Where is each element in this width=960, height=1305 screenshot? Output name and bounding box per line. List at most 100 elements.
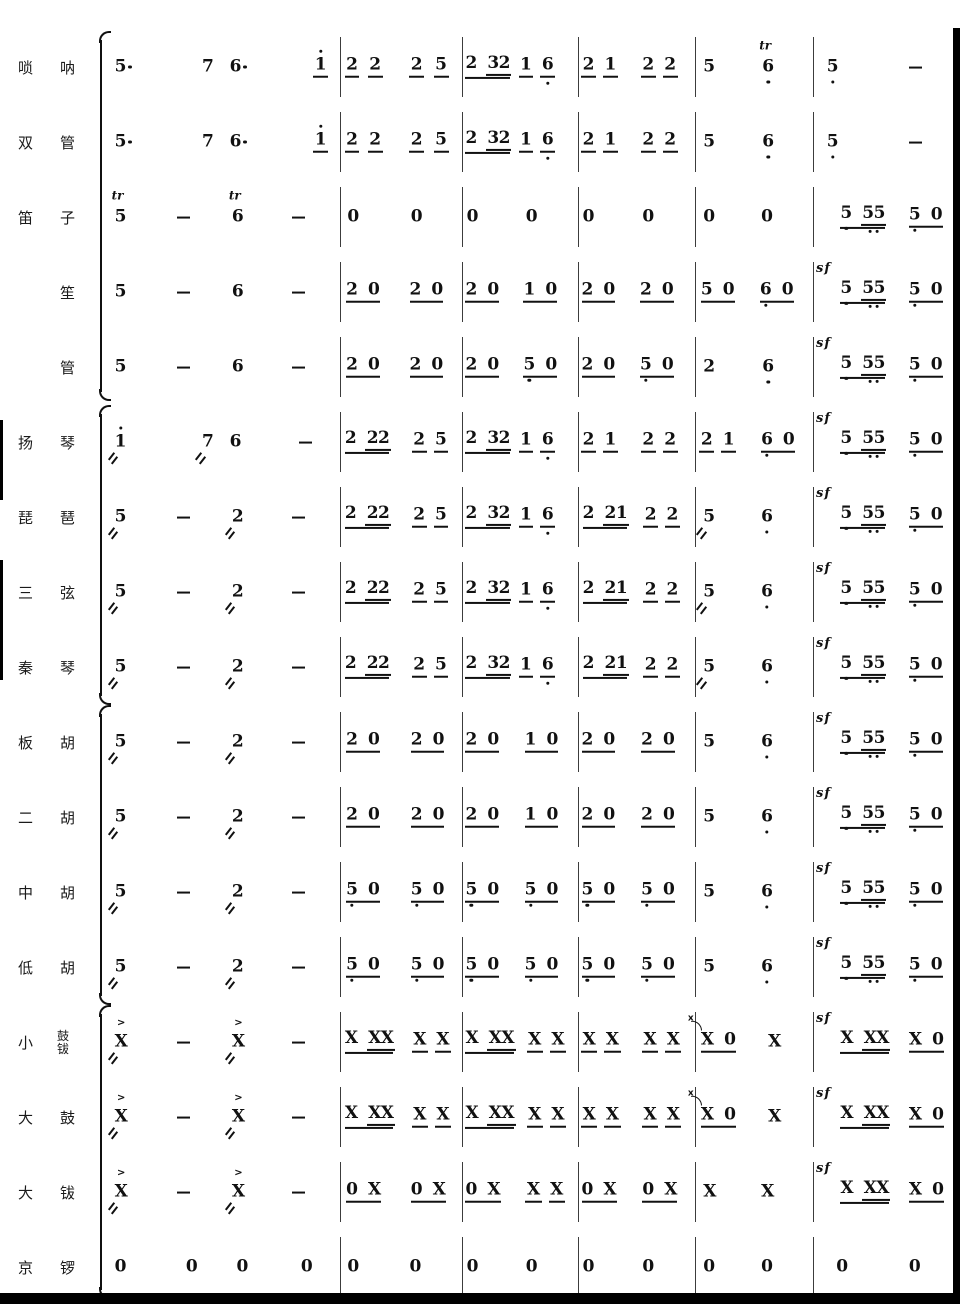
note: 5: [909, 355, 921, 382]
note: 5: [346, 880, 358, 907]
note: 55: [860, 953, 887, 984]
beam-line: [367, 150, 383, 153]
note: 55: [860, 728, 887, 759]
note-digit: 6: [541, 54, 554, 75]
note-digit: 5: [840, 277, 853, 298]
note: 1: [518, 130, 534, 153]
note-digit: 0: [367, 804, 380, 825]
beat-notes: [176, 207, 190, 226]
beat-notes: [908, 57, 922, 76]
sforzando-mark: sf: [816, 1011, 831, 1026]
measure-strip: 5 2 2 0 2 0 2 0 1 0 2 0 2 0 5 6 sf 5 55 5 0: [107, 705, 950, 780]
duration-dash: [176, 291, 190, 294]
beat-group: 2 21: [582, 652, 629, 680]
note-digit: 5: [114, 731, 127, 752]
beam-line: [641, 750, 675, 753]
beam-line: [524, 750, 559, 753]
note-digit: X: [465, 1102, 479, 1123]
note: 0: [467, 1257, 479, 1276]
beat-group: X XX: [344, 1028, 395, 1055]
beat-notes: 0: [703, 207, 715, 226]
beat-notes: tr 6: [229, 189, 244, 227]
beat-group: > X: [107, 1018, 128, 1064]
instrument-name-char: 琴: [60, 433, 76, 452]
octave-dot-low: [913, 903, 917, 907]
note-digit: XX: [863, 1027, 890, 1048]
tremolo-mark: [107, 1202, 120, 1214]
beam-line: [603, 598, 629, 601]
note-digit: 0: [930, 279, 943, 300]
beam-line: [365, 523, 391, 526]
beat-group: 5: [115, 282, 127, 301]
beam-line: [860, 898, 887, 901]
note: 5: [641, 879, 654, 907]
beam-line: [581, 150, 597, 153]
octave-dot-low: [765, 530, 769, 534]
beam-line: [524, 975, 559, 978]
note: 2: [581, 55, 597, 78]
octave-dot-low: [868, 529, 879, 534]
note: 5: [827, 57, 839, 84]
octave-dot-low: [645, 903, 649, 907]
note: 5: [840, 428, 852, 455]
note-digit: 0: [346, 1179, 358, 1200]
beam-line: [581, 1050, 598, 1053]
note-digit: 21: [604, 652, 628, 673]
beat-group: [176, 1107, 190, 1126]
note: X: [526, 1105, 543, 1128]
note: 0: [433, 805, 445, 824]
note: X: [665, 1105, 682, 1128]
beam-line: [410, 1200, 446, 1203]
note-digit: 0: [781, 279, 794, 300]
note: 5: [840, 803, 852, 830]
note: 5: [840, 503, 852, 530]
note: 5: [465, 880, 477, 907]
beam-line: [465, 975, 500, 978]
beam-line: [603, 673, 629, 676]
octave-dot-low: [844, 676, 849, 680]
note-digit: 5: [114, 881, 127, 902]
beam-line: [434, 1125, 452, 1128]
beat-group: 6: [761, 732, 773, 759]
beat-notes: 5: [433, 55, 449, 78]
beam-line: [346, 375, 380, 378]
measure-4: 2 21 2 2: [578, 630, 695, 705]
note: [291, 282, 305, 301]
beat-notes: > X: [224, 1093, 245, 1139]
note: 0: [487, 955, 499, 974]
measure-3: 2 32 1 6: [462, 480, 578, 555]
note-digit: 0: [930, 579, 943, 600]
sforzando-mark: sf: [816, 261, 831, 276]
beat-group: 2 21: [582, 503, 629, 530]
note: 5: [107, 507, 126, 539]
beat-notes: [176, 282, 190, 301]
note-digit: X: [582, 1029, 596, 1050]
note-digit: 2: [664, 129, 677, 150]
beam-line: [840, 302, 885, 305]
note-digit: 6: [231, 206, 244, 227]
octave-dot-low: [844, 226, 849, 230]
beat-group: 2 32: [465, 128, 512, 155]
note-digit: 5: [641, 879, 654, 900]
beat-group: 5: [107, 957, 126, 989]
staff-row-guan: 管 5 6 2 0 2 0 2 0 5 0 2 0 5 0 2 6 sf 5 55 5 0: [0, 330, 960, 405]
beat-notes: 5 55: [840, 803, 887, 834]
note-digit: 0: [703, 206, 716, 227]
beat-notes: 7: [202, 132, 214, 151]
beat-notes: 0: [237, 1257, 249, 1276]
